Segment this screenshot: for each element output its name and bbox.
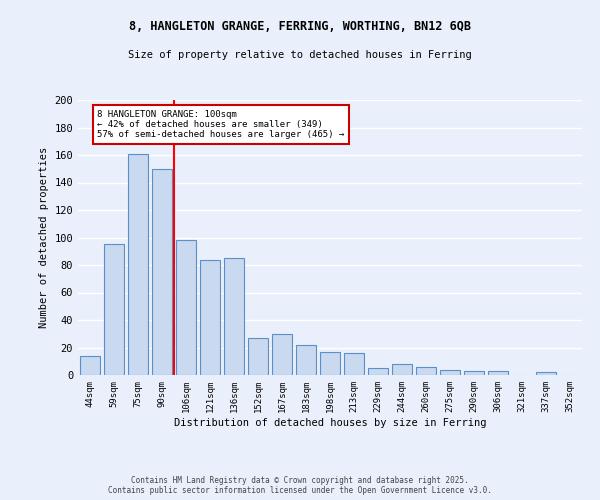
Bar [320,352,340,375]
Bar [80,356,100,375]
Bar [536,372,556,375]
Bar [344,353,364,375]
Text: Size of property relative to detached houses in Ferring: Size of property relative to detached ho… [128,50,472,60]
Bar [392,364,412,375]
Text: Contains HM Land Registry data © Crown copyright and database right 2025.
Contai: Contains HM Land Registry data © Crown c… [108,476,492,495]
Bar [128,154,148,375]
Bar [248,338,268,375]
Bar [296,345,316,375]
Text: 8 HANGLETON GRANGE: 100sqm
← 42% of detached houses are smaller (349)
57% of sem: 8 HANGLETON GRANGE: 100sqm ← 42% of deta… [97,110,344,140]
Bar [176,240,196,375]
Text: 8, HANGLETON GRANGE, FERRING, WORTHING, BN12 6QB: 8, HANGLETON GRANGE, FERRING, WORTHING, … [129,20,471,33]
Bar [464,371,484,375]
Bar [272,334,292,375]
Y-axis label: Number of detached properties: Number of detached properties [39,147,49,328]
X-axis label: Distribution of detached houses by size in Ferring: Distribution of detached houses by size … [174,418,486,428]
Bar [488,371,508,375]
Bar [104,244,124,375]
Bar [152,169,172,375]
Bar [368,368,388,375]
Bar [440,370,460,375]
Bar [224,258,244,375]
Bar [200,260,220,375]
Bar [416,367,436,375]
